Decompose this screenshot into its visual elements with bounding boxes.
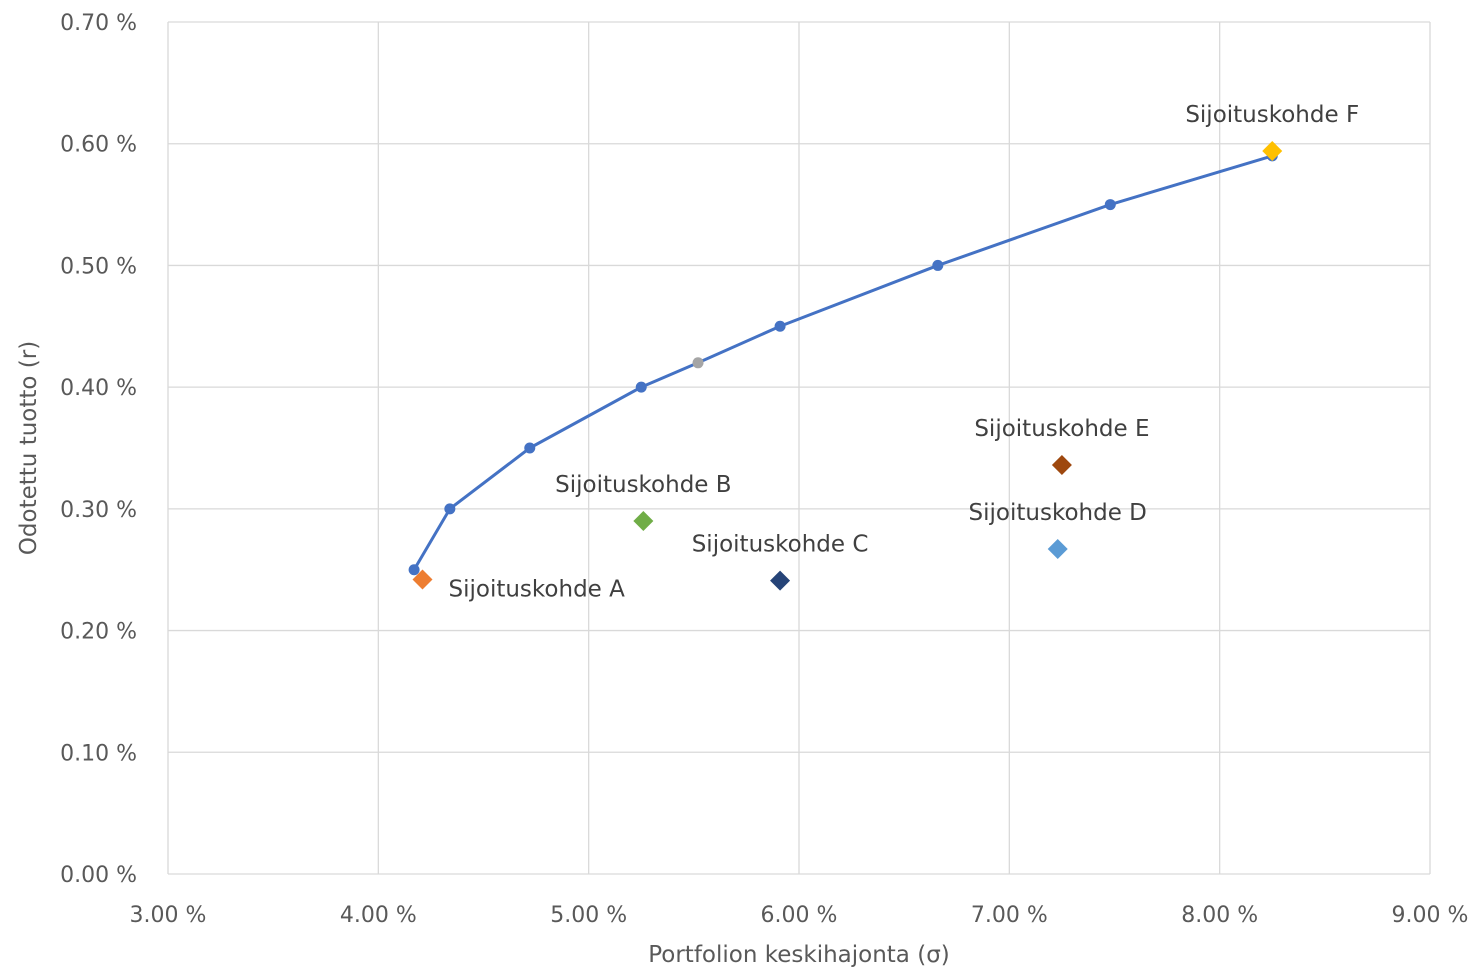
y-tick-label: 0.40 % xyxy=(60,376,137,401)
y-tick-label: 0.60 % xyxy=(60,133,137,158)
frontier-point xyxy=(635,381,647,393)
asset-marker xyxy=(770,570,791,591)
asset-marker xyxy=(1047,539,1068,560)
x-tick-label: 6.00 % xyxy=(761,903,838,928)
y-tick-label: 0.00 % xyxy=(60,863,137,888)
x-tick-label: 8.00 % xyxy=(1181,903,1258,928)
x-tick-label: 4.00 % xyxy=(340,903,417,928)
x-tick-label: 9.00 % xyxy=(1392,903,1469,928)
x-axis-title: Portfolion keskihajonta (σ) xyxy=(648,942,950,968)
asset-marker xyxy=(633,511,654,532)
asset-label: Sijoituskohde F xyxy=(1185,102,1359,128)
asset-label: Sijoituskohde D xyxy=(969,500,1147,526)
y-axis-title: Odotettu tuotto (r) xyxy=(16,341,42,555)
asset-marker xyxy=(1051,455,1072,476)
y-tick-label: 0.10 % xyxy=(60,741,137,766)
asset-marker xyxy=(412,569,433,590)
asset-label: Sijoituskohde B xyxy=(555,472,731,498)
y-tick-label: 0.50 % xyxy=(60,254,137,279)
y-tick-label: 0.20 % xyxy=(60,620,137,645)
frontier-point xyxy=(408,564,420,576)
x-tick-label: 3.00 % xyxy=(130,903,207,928)
asset-points: Sijoituskohde A Sijoituskohde B Sijoitusko… xyxy=(412,102,1359,602)
asset-marker xyxy=(1262,141,1283,162)
y-tick-label: 0.30 % xyxy=(60,498,137,523)
y-tick-label: 0.70 % xyxy=(60,11,137,36)
efficient-frontier xyxy=(408,150,1278,576)
x-tick-label: 5.00 % xyxy=(550,903,627,928)
x-tick-label: 7.00 % xyxy=(971,903,1048,928)
grid-layer xyxy=(167,21,1431,875)
frontier-point xyxy=(932,259,944,271)
frontier-point xyxy=(1104,199,1116,211)
frontier-point xyxy=(774,320,786,332)
frontier-point xyxy=(692,357,704,369)
frontier-point xyxy=(524,442,536,454)
asset-label: Sijoituskohde E xyxy=(974,416,1149,442)
frontier-point xyxy=(444,503,456,515)
asset-label: Sijoituskohde C xyxy=(692,532,869,558)
tick-labels: 3.00 % 4.00 % 5.00 % 6.00 % 7.00 % 8.00 % 9.00… xyxy=(60,11,1468,928)
asset-label: Sijoituskohde A xyxy=(449,576,626,602)
